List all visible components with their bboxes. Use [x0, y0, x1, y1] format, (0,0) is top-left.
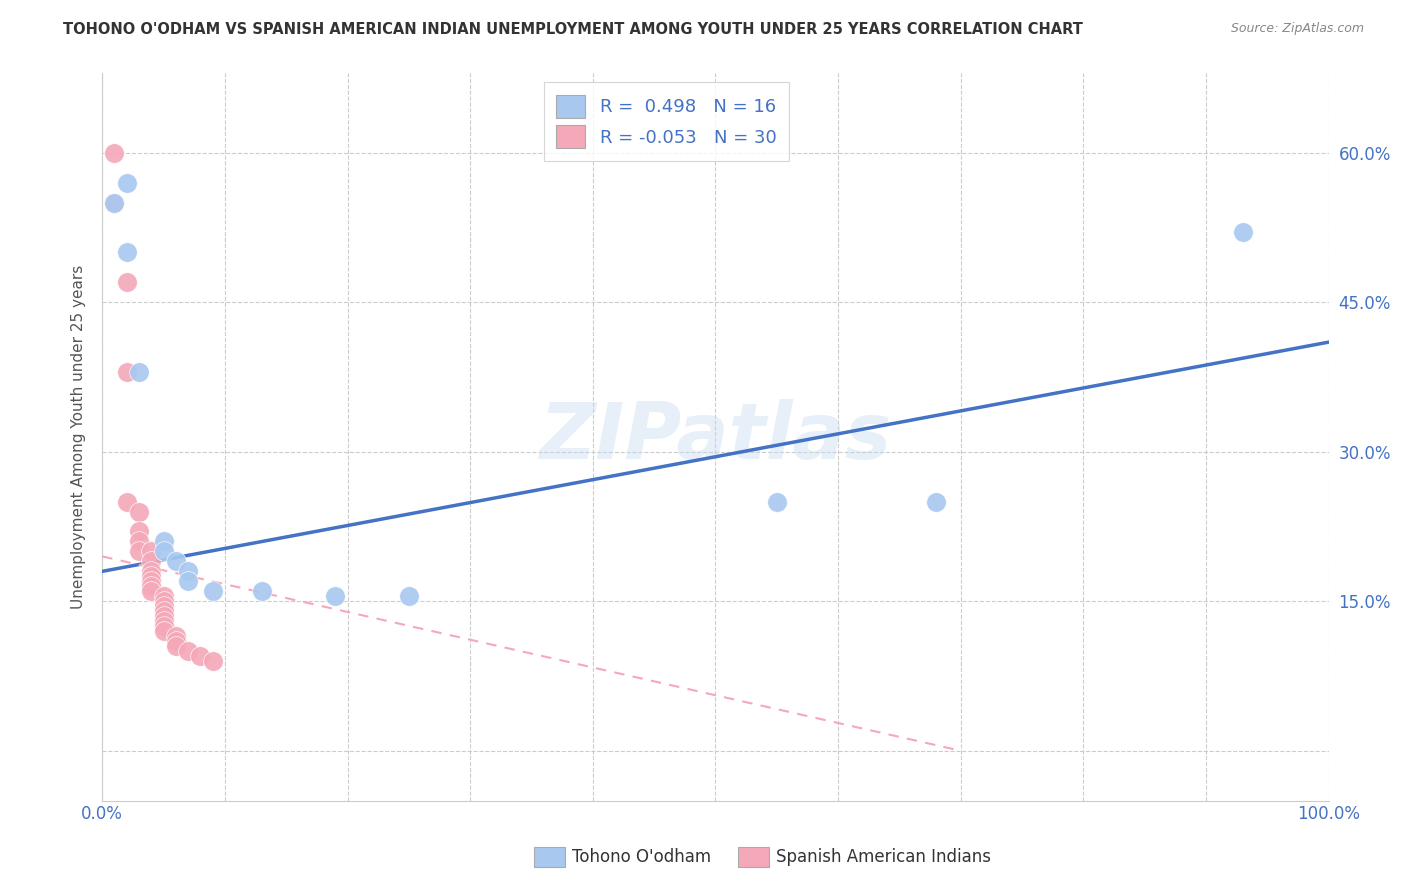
- Point: [323, 589, 346, 603]
- Point: [165, 554, 187, 568]
- Text: ZIPatlas: ZIPatlas: [540, 399, 891, 475]
- Text: Source: ZipAtlas.com: Source: ZipAtlas.com: [1230, 22, 1364, 36]
- Point: [128, 504, 150, 518]
- Point: [152, 609, 174, 624]
- Point: [115, 176, 138, 190]
- Point: [103, 195, 125, 210]
- Point: [141, 565, 163, 579]
- Point: [152, 544, 174, 558]
- Point: [152, 619, 174, 633]
- Point: [103, 195, 125, 210]
- Point: [398, 589, 420, 603]
- Legend: R =  0.498   N = 16, R = -0.053   N = 30: R = 0.498 N = 16, R = -0.053 N = 30: [544, 82, 789, 161]
- Y-axis label: Unemployment Among Youth under 25 years: Unemployment Among Youth under 25 years: [72, 265, 86, 609]
- Point: [115, 365, 138, 379]
- Point: [201, 654, 224, 668]
- Point: [177, 644, 200, 658]
- Point: [152, 534, 174, 549]
- Point: [152, 594, 174, 608]
- Point: [201, 584, 224, 599]
- Point: [165, 629, 187, 643]
- Point: [152, 624, 174, 639]
- Point: [165, 639, 187, 653]
- Text: TOHONO O'ODHAM VS SPANISH AMERICAN INDIAN UNEMPLOYMENT AMONG YOUTH UNDER 25 YEAR: TOHONO O'ODHAM VS SPANISH AMERICAN INDIA…: [63, 22, 1083, 37]
- Point: [141, 574, 163, 589]
- Point: [115, 494, 138, 508]
- Point: [1232, 226, 1254, 240]
- Point: [115, 275, 138, 289]
- Point: [177, 574, 200, 589]
- Point: [152, 589, 174, 603]
- Point: [188, 649, 211, 664]
- Text: Spanish American Indians: Spanish American Indians: [776, 848, 991, 866]
- Point: [766, 494, 789, 508]
- Point: [152, 604, 174, 618]
- Point: [177, 565, 200, 579]
- Point: [250, 584, 273, 599]
- Point: [141, 569, 163, 583]
- Point: [141, 584, 163, 599]
- Point: [128, 524, 150, 539]
- Point: [152, 614, 174, 628]
- Point: [141, 554, 163, 568]
- Point: [115, 245, 138, 260]
- Point: [128, 534, 150, 549]
- Text: Tohono O'odham: Tohono O'odham: [572, 848, 711, 866]
- Point: [925, 494, 948, 508]
- Point: [165, 634, 187, 648]
- Point: [128, 544, 150, 558]
- Point: [128, 365, 150, 379]
- Point: [141, 579, 163, 593]
- Point: [103, 145, 125, 160]
- Point: [152, 599, 174, 614]
- Point: [141, 544, 163, 558]
